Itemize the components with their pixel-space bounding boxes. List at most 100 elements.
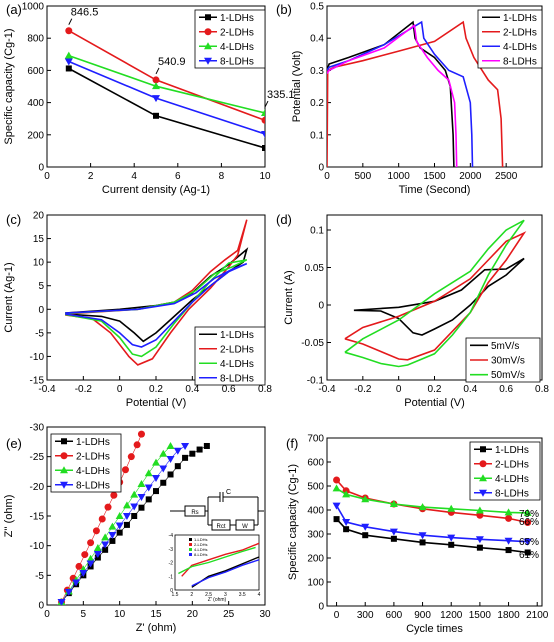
inset-y-tick-label: -1 [169, 574, 174, 580]
x-tick-label: -0.2 [354, 384, 372, 395]
inset-x-tick-label: 1.5 [172, 592, 179, 598]
annotation-arrow [155, 67, 160, 75]
data-point [108, 522, 117, 530]
data-point [261, 130, 265, 138]
x-tick-label: 2000 [459, 171, 482, 182]
legend-box [194, 326, 266, 386]
x-tick-label: -0.4 [38, 384, 56, 395]
data-point [181, 442, 190, 450]
annotation-label: 540.9 [158, 56, 186, 68]
data-point [131, 513, 138, 519]
data-point [262, 145, 265, 152]
panel-label: (c) [6, 212, 21, 227]
x-tick-label: 10 [114, 609, 126, 620]
series-line-8-LDHs [68, 60, 265, 135]
data-point [137, 430, 145, 438]
inset-y-tick-label: -2 [169, 561, 174, 567]
y-tick-label: 0 [38, 305, 44, 316]
inset-legend-marker [189, 548, 192, 551]
y-tick-label: 300 [307, 530, 324, 541]
y-tick-label: 0.05 [305, 263, 325, 274]
y-tick-label: 20 [33, 211, 45, 222]
x-tick-label: 0.8 [535, 384, 549, 395]
data-point [389, 528, 398, 536]
data-point [153, 488, 159, 495]
x-axis-title: Cycle times [406, 623, 463, 635]
x-tick-label: 300 [357, 610, 374, 621]
legend-marker [204, 42, 212, 50]
series-line-30mV/s [344, 231, 527, 361]
legend-marker [61, 438, 67, 445]
data-point [101, 533, 110, 541]
panel-e: 0 5 10 15 20 25 300-5-10-15-20-25-30Z' (ohm)Z'… [3, 423, 271, 635]
legend-label: 4-LDHs [220, 359, 254, 370]
x-tick-label: 0.2 [149, 384, 163, 395]
data-point [104, 503, 112, 511]
capacitor-label: C [226, 489, 231, 496]
data-point [115, 512, 124, 519]
x-tick-label: 0.8 [258, 384, 272, 395]
data-point [65, 65, 72, 72]
y-tick-label: -5 [35, 328, 44, 339]
x-tick-label: 20 [187, 609, 199, 620]
inset-legend-marker [189, 553, 192, 556]
data-point [189, 450, 196, 457]
y-tick-label: 1000 [22, 2, 45, 13]
x-tick-label: 15 [150, 609, 162, 620]
data-point [152, 76, 160, 84]
data-point [64, 51, 73, 59]
x-tick-label: 1500 [423, 171, 446, 182]
data-point [447, 534, 456, 542]
legend-label: 4-LDHs [503, 42, 537, 53]
annotation-label: 846.5 [71, 7, 99, 19]
inset-legend-marker [189, 538, 192, 541]
series-line-8-LDHs [327, 23, 458, 167]
data-point [505, 514, 513, 522]
inset-y-tick-label: -3 [169, 547, 174, 553]
data-point [93, 544, 102, 552]
data-point [116, 529, 123, 536]
data-point [144, 469, 153, 477]
data-point [362, 532, 369, 539]
plot-area [327, 20, 504, 167]
data-point [137, 479, 146, 487]
legend-label: 50mV/s [491, 370, 525, 381]
legend-label: 8-LDHs [220, 56, 254, 67]
legend-label: 1-LDHs [495, 445, 529, 456]
panel-b: 0 500 1000 1500 2000 2500 0 0.1 0.2 0.3 0.4 0.5 Time… [276, 2, 543, 196]
y-axis-title: Specific capacity (Cg-1) [3, 28, 15, 144]
x-tick-label: 6 [175, 171, 181, 182]
panel-label: (f) [286, 436, 298, 451]
plot-area [344, 219, 527, 368]
data-point [102, 546, 109, 553]
x-axis-title: Potential (V) [126, 397, 187, 409]
data-point [160, 479, 167, 486]
data-point [159, 449, 168, 457]
series-line-8-LDHs [65, 262, 248, 348]
y-tick-label: 0.5 [310, 2, 324, 13]
data-point [342, 519, 351, 526]
x-tick-label: 2500 [495, 171, 518, 182]
data-point [261, 116, 265, 124]
plot-area [332, 476, 532, 556]
data-point [115, 522, 124, 530]
legend-label: 5mV/s [491, 341, 519, 352]
y-tick-label: 400 [307, 506, 324, 517]
data-point [389, 500, 398, 507]
equivalent-circuit: Rs C Rct W [170, 489, 264, 531]
legend-marker [60, 452, 68, 460]
data-point [418, 532, 427, 540]
x-tick-label: 1000 [388, 171, 411, 182]
y-tick-label: 15 [33, 234, 45, 245]
data-point [130, 503, 139, 511]
data-point [361, 495, 370, 503]
x-tick-label: 0.4 [185, 384, 199, 395]
data-point [101, 541, 110, 549]
y-tick-label: -20 [30, 482, 45, 493]
legend-marker [205, 14, 211, 21]
y-tick-label: -10 [30, 352, 45, 363]
panel-c: -0.4 -0.2 0 0.2 0.4 0.6 0.8 -15 -10 -5 0 5 10 15 20 Pot… [3, 211, 272, 410]
y-axis-title: Specific capacity (Cg-1) [287, 464, 299, 580]
x-tick-label: -0.2 [75, 384, 93, 395]
data-point [152, 82, 160, 90]
